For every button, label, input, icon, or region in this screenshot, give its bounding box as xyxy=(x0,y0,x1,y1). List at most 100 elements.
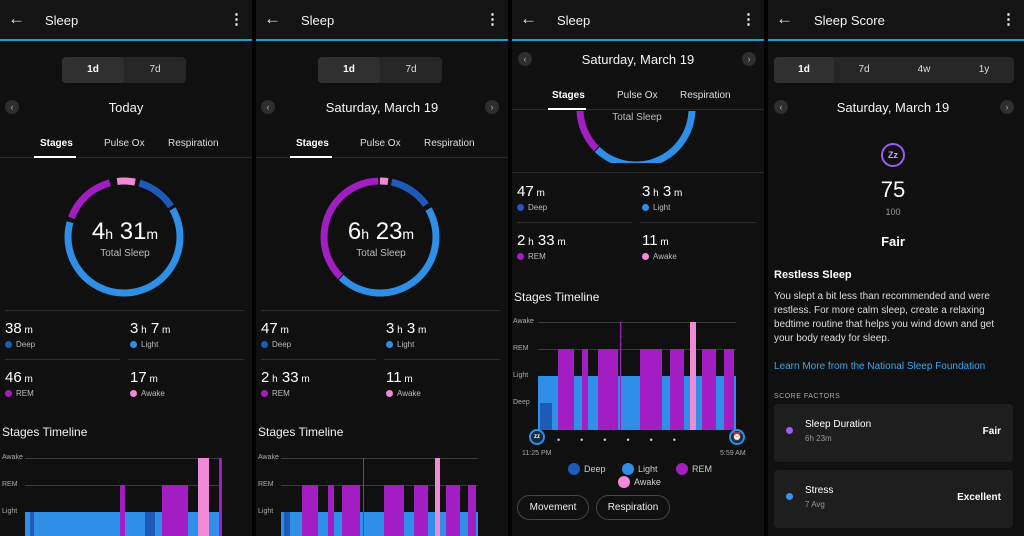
legend-rem: REM xyxy=(676,463,712,475)
range-7d[interactable]: 7d xyxy=(405,64,417,75)
metric-tabs: Stages Pulse Ox Respiration xyxy=(256,134,508,158)
app-title: Sleep xyxy=(301,13,335,28)
rem-stage-bar xyxy=(468,485,476,536)
legend-light: Light xyxy=(622,463,658,475)
range-1d[interactable]: 1d xyxy=(62,57,124,83)
total-sleep-ring xyxy=(320,177,440,297)
tab-stages[interactable]: Stages xyxy=(40,138,73,149)
insight-body: You slept a bit less than recommended an… xyxy=(774,291,995,344)
awake-dot-icon xyxy=(642,253,649,260)
axis-label-rem: REM xyxy=(513,345,529,352)
sleep-duration-dot-icon xyxy=(786,427,793,434)
ring-segment-light xyxy=(320,177,440,297)
rem-stage-bar xyxy=(702,349,716,430)
light-dot-icon xyxy=(386,341,393,348)
awake-stage-bar xyxy=(620,322,621,430)
light-dot-icon xyxy=(642,204,649,211)
axis-label-awake: Awake xyxy=(2,454,23,461)
axis-label-light: Light xyxy=(2,508,18,515)
prev-day-icon[interactable]: ‹ xyxy=(261,100,275,114)
tab-respiration[interactable]: Respiration xyxy=(424,138,475,149)
factor-value: 6h 23m xyxy=(805,434,832,443)
range-7d[interactable]: 7d xyxy=(149,64,161,75)
learn-more-link[interactable]: Learn More from the National Sleep Found… xyxy=(774,361,986,372)
axis-label-light: Light xyxy=(513,372,529,379)
total-sleep-ring-partial xyxy=(576,111,696,163)
axis-label-awake: Awake xyxy=(258,454,279,461)
factor-card-sleep-duration[interactable]: Sleep Duration 6h 23m Fair xyxy=(774,404,1013,462)
app-title: Sleep xyxy=(45,13,79,28)
factor-card-stress[interactable]: Stress 7 Avg Excellent xyxy=(774,470,1013,528)
total-sleep-value: 4h 31m xyxy=(91,218,159,245)
deep-stage-bar xyxy=(540,403,552,430)
sleep-start-icon: zz xyxy=(529,429,545,445)
rem-stage-bar xyxy=(640,349,662,430)
tab-respiration[interactable]: Respiration xyxy=(680,90,731,101)
sleep-start-time: 11:25 PM xyxy=(522,450,552,457)
range-1d[interactable]: 1d xyxy=(318,57,380,83)
range-segmented-control: 1d 7d xyxy=(318,57,442,83)
range-4w[interactable]: 4w xyxy=(917,64,931,75)
range-7d[interactable]: 7d xyxy=(858,64,870,75)
more-menu-icon[interactable]: ⋮ xyxy=(741,11,756,28)
rem-legend-icon xyxy=(676,463,688,475)
stat-awake: 11 m Awake xyxy=(642,232,677,261)
stages-timeline-chart: Awake REM Light Deep zz ⏰ • • • • • • 11… xyxy=(513,318,746,457)
tab-respiration[interactable]: Respiration xyxy=(168,138,219,149)
ring-segment-deep xyxy=(320,177,440,297)
app-bar: ← Sleep ⋮ xyxy=(256,0,508,41)
legend-awake: Awake xyxy=(618,476,661,488)
movement-button[interactable]: Movement xyxy=(517,495,589,520)
tab-pulse-ox[interactable]: Pulse Ox xyxy=(360,138,401,149)
axis-label-awake: Awake xyxy=(513,318,534,325)
prev-day-icon[interactable]: ‹ xyxy=(5,100,19,114)
next-day-icon[interactable]: › xyxy=(1000,100,1014,114)
total-sleep-ring xyxy=(64,177,184,297)
more-menu-icon[interactable]: ⋮ xyxy=(229,11,244,28)
range-1y[interactable]: 1y xyxy=(978,64,990,75)
back-arrow-icon[interactable]: ← xyxy=(520,9,537,28)
tab-stages[interactable]: Stages xyxy=(296,138,329,149)
light-dot-icon xyxy=(130,341,137,348)
divider xyxy=(5,359,120,360)
next-day-icon[interactable]: › xyxy=(485,100,499,114)
stat-rem: 46 m REM xyxy=(5,369,34,398)
ring-segment-rem xyxy=(320,177,440,297)
range-segmented-control: 1d 7d 4w 1y xyxy=(774,57,1014,83)
range-1d[interactable]: 1d xyxy=(774,57,834,83)
light-legend-icon xyxy=(622,463,634,475)
divider xyxy=(128,359,244,360)
rem-stage-bar xyxy=(598,349,618,430)
back-arrow-icon[interactable]: ← xyxy=(8,9,25,28)
rem-dot-icon xyxy=(517,253,524,260)
more-menu-icon[interactable]: ⋮ xyxy=(485,11,500,28)
tab-pulse-ox[interactable]: Pulse Ox xyxy=(104,138,145,149)
app-title: Sleep Score xyxy=(814,13,885,28)
divider xyxy=(640,222,756,223)
axis-label-light: Light xyxy=(258,508,274,515)
ring-segment-awake xyxy=(320,177,440,297)
prev-day-icon[interactable]: ‹ xyxy=(518,52,532,66)
metric-tabs: Stages Pulse Ox Respiration xyxy=(512,86,764,110)
app-bar: ← Sleep ⋮ xyxy=(512,0,764,41)
panel-sleep-score: ← Sleep Score ⋮ 1d 7d 4w 1y ‹ Saturday, … xyxy=(768,0,1024,536)
ring-segment-deep xyxy=(64,177,184,297)
factor-name: Sleep Duration xyxy=(805,419,872,430)
panel-sleep-scrolled: ← Sleep ⋮ ‹ Saturday, March 19 › Stages … xyxy=(512,0,764,536)
deep-legend-icon xyxy=(568,463,580,475)
back-arrow-icon[interactable]: ← xyxy=(776,9,793,28)
respiration-button[interactable]: Respiration xyxy=(596,495,670,520)
rem-stage-bar xyxy=(328,485,334,536)
total-sleep-label: Total Sleep xyxy=(100,248,150,259)
back-arrow-icon[interactable]: ← xyxy=(264,9,281,28)
more-menu-icon[interactable]: ⋮ xyxy=(1001,11,1016,28)
alarm-clock-icon: ⏰ xyxy=(729,429,745,445)
prev-day-icon[interactable]: ‹ xyxy=(774,100,788,114)
next-day-icon[interactable]: › xyxy=(742,52,756,66)
rem-stage-bar xyxy=(670,349,684,430)
tab-stages[interactable]: Stages xyxy=(552,90,585,101)
tab-pulse-ox[interactable]: Pulse Ox xyxy=(617,90,658,101)
total-sleep-value: 6h 23m xyxy=(347,218,415,245)
panel-sleep-today: ← Sleep ⋮ 1d 7d ‹ Today Stages Pulse Ox … xyxy=(0,0,252,536)
